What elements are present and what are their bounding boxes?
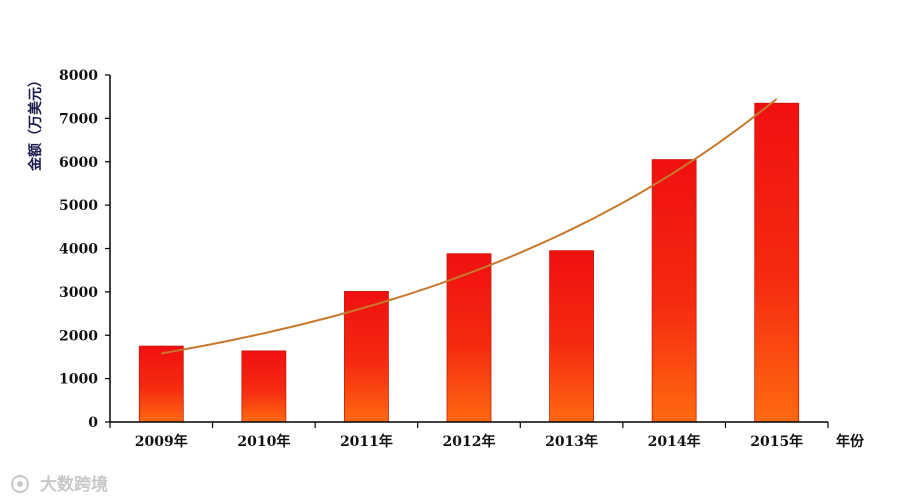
- y-tick-label: 4000: [59, 242, 98, 258]
- y-tick-label: 0: [88, 415, 98, 431]
- y-ticks: 0 1000 2000 3000 4000 5000 6000 7000 8000: [59, 68, 110, 431]
- x-tick-label: 2014年: [648, 433, 701, 450]
- y-tick-label: 3000: [59, 285, 98, 301]
- bar-2010年: [241, 350, 287, 423]
- y-tick-label: 8000: [59, 68, 98, 84]
- watermark-text: 大数跨境: [40, 474, 108, 495]
- y-tick-label: 7000: [59, 111, 98, 127]
- x-axis-title: 年份: [836, 433, 865, 450]
- y-tick-label: 2000: [59, 328, 98, 344]
- x-tick-label: 2015年: [750, 433, 803, 450]
- watermark: 大数跨境: [11, 474, 108, 495]
- bar-2015年: [754, 102, 800, 423]
- bar-2009年: [138, 345, 184, 423]
- x-tick-label: 2013年: [545, 433, 598, 450]
- y-tick-label: 6000: [59, 155, 98, 171]
- bar-2014年: [651, 159, 697, 423]
- y-tick-label: 5000: [59, 198, 98, 214]
- bar-2013年: [549, 250, 594, 423]
- x-tick-label: 2010年: [237, 433, 290, 450]
- y-axis-title: 金额（万美元）: [27, 73, 44, 172]
- y-tick-label: 1000: [59, 372, 98, 388]
- bar-series: [138, 102, 800, 423]
- watermark-logo-icon-inner: [17, 481, 23, 487]
- x-tick-label: 2012年: [443, 433, 496, 450]
- watermark-logo-icon: [11, 475, 29, 493]
- x-ticks: 2009年 2010年 2011年 2012年 2013年 2014年 2015年: [109, 422, 829, 450]
- bar-2012年: [446, 253, 492, 423]
- bar-2011年: [344, 291, 389, 423]
- x-tick-label: 2011年: [340, 433, 393, 450]
- trend-line: [161, 98, 778, 355]
- x-tick-label: 2009年: [135, 433, 188, 450]
